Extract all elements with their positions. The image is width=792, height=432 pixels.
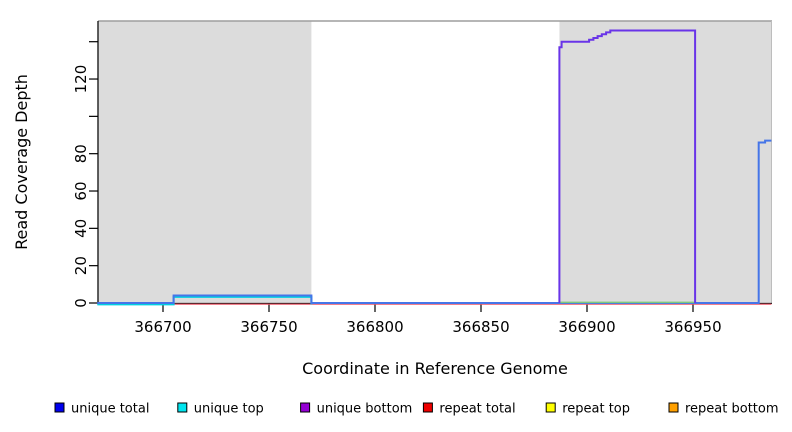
y-tick-label: 20 [72,256,90,275]
legend-swatch-unique-bottom [300,402,311,413]
y-tick-label: 80 [72,144,90,163]
x-axis-title: Coordinate in Reference Genome [302,359,568,378]
legend-item: unique top [177,402,264,417]
x-tick-label: 366750 [240,318,297,336]
x-tick-label: 366850 [452,318,509,336]
x-tick-label: 366700 [134,318,191,336]
shaded-region [97,21,312,303]
x-tick-label: 366800 [346,318,403,336]
shaded-region [559,21,772,303]
y-tick-label: 0 [72,298,90,308]
y-tick-label: 60 [72,181,90,200]
legend: unique total unique top unique bottom repea… [54,402,779,417]
series-unique-total-line [97,139,772,304]
y-tick-label: 120 [72,65,90,94]
legend-label: unique top [194,402,264,417]
legend-item: repeat total [422,402,516,417]
x-tick-label: 366900 [558,318,615,336]
legend-item: unique total [54,402,149,417]
series-unique-bottom-line [558,29,697,303]
legend-swatch-repeat-total [422,402,433,413]
x-tick-label: 366950 [664,318,721,336]
legend-swatch-repeat-bottom [668,402,679,413]
y-axis-title: Read Coverage Depth [12,74,31,250]
legend-item: repeat bottom [668,402,779,417]
plot-layer: 0 20 40 60 80 120 366700 366750 366800 366850 3669… [72,20,772,336]
legend-label: repeat total [439,402,515,417]
y-tick-label: 40 [72,219,90,238]
legend-label: repeat top [562,402,630,417]
legend-label: unique bottom [317,402,413,417]
legend-swatch-unique-total [54,402,65,413]
legend-item: repeat top [545,402,630,417]
legend-swatch-repeat-top [545,402,556,413]
legend-item: unique bottom [300,402,413,417]
legend-label: unique total [71,402,149,417]
legend-label: repeat bottom [685,402,779,417]
legend-swatch-unique-top [177,402,188,413]
